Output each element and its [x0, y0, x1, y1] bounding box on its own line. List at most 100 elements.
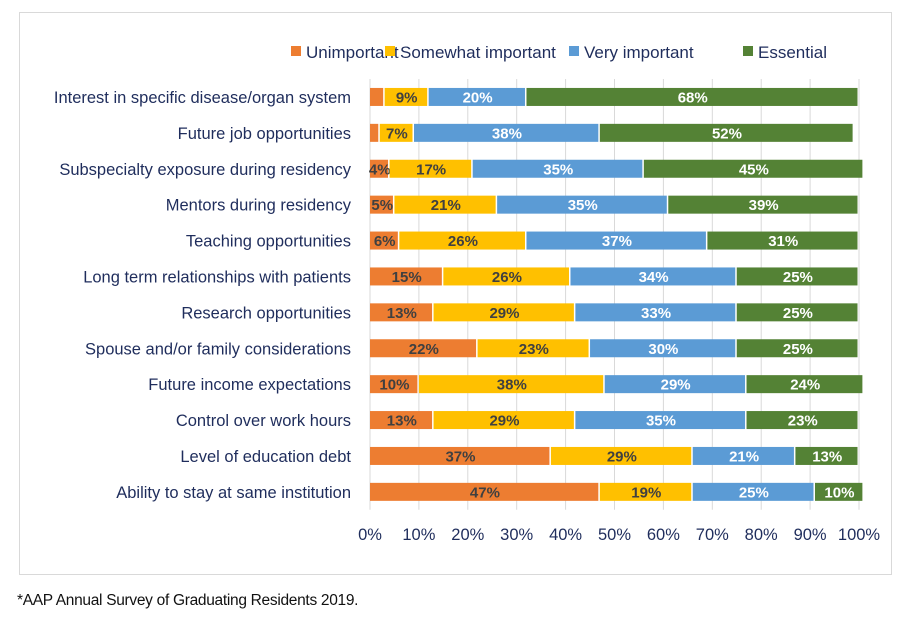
bar-segment-unimportant [370, 375, 418, 394]
bar-segment-somewhat-important [433, 303, 574, 322]
data-label: 25% [783, 269, 813, 286]
data-label: 45% [739, 161, 769, 178]
x-tick-label: 50% [598, 526, 631, 544]
data-label: 38% [497, 377, 527, 394]
data-label: 23% [788, 413, 818, 430]
data-label: 6% [374, 233, 396, 250]
legend-item: Somewhat important [385, 43, 556, 62]
legend-swatch [569, 46, 579, 56]
data-label: 5% [371, 197, 393, 214]
bar-row: 5% 21% 35% 39% [370, 195, 858, 214]
bar-segment-unimportant [370, 267, 442, 286]
bar-segment-essential [668, 195, 858, 214]
bar-segment-essential [736, 303, 858, 322]
bar-segment-very-important [575, 411, 746, 430]
category-label: Ability to stay at same institution [116, 484, 351, 502]
legend-label: Somewhat important [400, 43, 556, 62]
bars: 9% 20% 68% 7% 38% 52% 4% 17% 35% 45% 5% 21% 35% 39% 6%… [369, 87, 863, 501]
bar-segment-very-important [590, 339, 736, 358]
category-label: Long term relationships with patients [83, 268, 351, 286]
data-label: 35% [568, 197, 598, 214]
bar-segment-very-important [692, 482, 814, 501]
category-label: Future job opportunities [178, 125, 351, 143]
bar-row: 13% 29% 35% 23% [370, 411, 858, 430]
bar-row: 7% 38% 52% [370, 123, 853, 142]
x-axis-ticks: 0% 10% 20% 30% 40% 50% 60% 70% 80% 90% 100% [358, 526, 880, 544]
bar-segment-essential [599, 123, 853, 142]
bar-segment-somewhat-important [389, 159, 472, 178]
bar-segment-essential [736, 339, 858, 358]
bar-segment-essential [526, 87, 858, 106]
data-label: 4% [369, 161, 391, 178]
legend: Unimportant Somewhat important Very import… [291, 43, 827, 62]
category-label: Mentors during residency [166, 197, 352, 215]
bar-segment-somewhat-important [399, 231, 525, 250]
data-label: 17% [416, 161, 446, 178]
bar-segment-very-important [570, 267, 736, 286]
bar-segment-very-important [414, 123, 599, 142]
data-label: 25% [783, 305, 813, 322]
data-label: 24% [790, 377, 820, 394]
bar-segment-very-important [497, 195, 667, 214]
data-label: 26% [492, 269, 522, 286]
legend-swatch [743, 46, 753, 56]
data-label: 13% [812, 448, 842, 465]
bar-row: 10% 38% 29% 24% [370, 375, 863, 394]
legend-item: Essential [743, 43, 827, 62]
data-label: 35% [646, 413, 676, 430]
bar-segment-somewhat-important [443, 267, 569, 286]
legend-label: Very important [584, 43, 694, 62]
category-label: Future income expectations [148, 376, 351, 394]
bar-segment-unimportant [370, 303, 433, 322]
bar-segment-very-important [472, 159, 643, 178]
bar-segment-somewhat-important [599, 482, 692, 501]
bar-segment-essential [707, 231, 858, 250]
bar-segment-unimportant [370, 411, 433, 430]
bar-segment-unimportant [370, 482, 599, 501]
bar-segment-unimportant [370, 159, 389, 178]
bar-segment-somewhat-important [550, 446, 692, 465]
bar-row: 13% 29% 33% 25% [370, 303, 858, 322]
data-label: 7% [386, 125, 408, 142]
data-label: 29% [489, 305, 519, 322]
category-label: Level of education debt [180, 448, 351, 466]
legend-label: Unimportant [306, 43, 399, 62]
category-label: Teaching opportunities [186, 233, 351, 251]
data-label: 10% [379, 377, 409, 394]
bar-row: 4% 17% 35% 45% [369, 159, 863, 178]
data-label: 29% [607, 448, 637, 465]
data-label: 10% [824, 484, 854, 501]
x-tick-label: 0% [358, 526, 382, 544]
x-tick-label: 90% [794, 526, 827, 544]
data-label: 47% [470, 484, 500, 501]
category-label: Research opportunities [181, 304, 351, 322]
bar-segment-unimportant [370, 446, 550, 465]
bar-segment-unimportant [370, 231, 398, 250]
data-label: 19% [631, 484, 661, 501]
category-label: Interest in specific disease/organ syste… [54, 89, 351, 107]
category-label: Subspecialty exposure during residency [59, 161, 351, 179]
data-label: 37% [445, 448, 475, 465]
legend-item: Unimportant [291, 43, 399, 62]
bar-segment-unimportant [370, 195, 393, 214]
data-label: 20% [463, 89, 493, 106]
x-tick-label: 30% [500, 526, 533, 544]
bar-row: 9% 20% 68% [370, 87, 858, 106]
data-label: 52% [712, 125, 742, 142]
data-label: 23% [519, 341, 549, 358]
data-label: 9% [396, 89, 418, 106]
bar-segment-unimportant [370, 339, 477, 358]
bar-row: 22% 23% 30% 25% [370, 339, 858, 358]
data-label: 30% [648, 341, 678, 358]
bar-segment-unimportant [370, 87, 384, 106]
data-label: 15% [392, 269, 422, 286]
data-label: 39% [749, 197, 779, 214]
data-label: 29% [661, 377, 691, 394]
x-tick-label: 60% [647, 526, 680, 544]
data-label: 13% [387, 413, 417, 430]
bar-segment-very-important [526, 231, 706, 250]
data-label: 26% [448, 233, 478, 250]
gridlines [369, 79, 860, 510]
bar-row: 47% 19% 25% 10% [370, 482, 863, 501]
